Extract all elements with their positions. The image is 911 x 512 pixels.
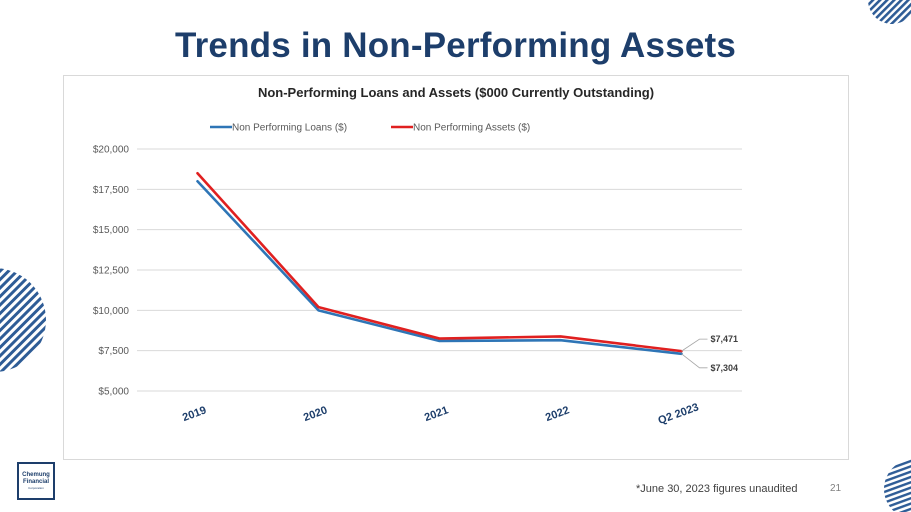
- footnote: *June 30, 2023 figures unaudited: [636, 483, 798, 495]
- y-tick-label: $15,000: [93, 225, 130, 236]
- y-tick-label: $5,000: [98, 387, 129, 398]
- y-tick-label: $20,000: [93, 145, 130, 156]
- data-label: $7,304: [711, 363, 739, 373]
- x-tick-label: 2021: [423, 404, 450, 424]
- logo-text: Chemung Financial: [22, 472, 50, 485]
- legend-label: Non Performing Loans ($): [232, 123, 347, 134]
- legend-label: Non Performing Assets ($): [413, 123, 530, 134]
- decorative-stripes-bottom-right: [884, 459, 911, 512]
- decorative-stripes-top-right: [868, 0, 911, 24]
- company-logo: Chemung Financial Corporation: [17, 462, 55, 500]
- data-label-leader: [681, 353, 708, 369]
- chart-series: [196, 171, 683, 356]
- chart-title: Non-Performing Loans and Assets ($000 Cu…: [258, 85, 654, 100]
- slide-title: Trends in Non-Performing Assets: [174, 26, 737, 65]
- page-number: 21: [830, 483, 842, 494]
- chart-legend: Non Performing Loans ($) Non Performing A…: [210, 123, 530, 134]
- decorative-stripes-left: [0, 268, 46, 372]
- x-tick-label: 2019: [181, 404, 208, 424]
- x-axis-tick-labels: 2019 2020 2021 2022 Q2 2023: [181, 401, 700, 427]
- chart-frame: Non-Performing Loans and Assets ($000 Cu…: [63, 75, 849, 460]
- x-tick-label: 2020: [302, 404, 329, 424]
- y-tick-label: $17,500: [93, 185, 130, 196]
- series-line-assets: [196, 171, 683, 353]
- chart-data-labels: $7,471 $7,304: [681, 334, 739, 373]
- y-axis-tick-labels: $5,000 $7,500 $10,000 $12,500 $15,000 $17,500…: [93, 145, 130, 398]
- line-chart: Non-Performing Loans and Assets ($000 Cu…: [93, 85, 742, 427]
- logo-subtext: Corporation: [28, 486, 44, 490]
- data-label: $7,471: [711, 334, 739, 344]
- x-tick-label: 2022: [544, 404, 571, 424]
- data-label-leader: [681, 338, 708, 352]
- chart-gridlines: [137, 148, 742, 392]
- y-tick-label: $10,000: [93, 306, 130, 317]
- y-tick-label: $12,500: [93, 266, 130, 277]
- series-line-loans: [196, 179, 683, 356]
- x-tick-label: Q2 2023: [657, 401, 701, 427]
- y-tick-label: $7,500: [98, 346, 129, 357]
